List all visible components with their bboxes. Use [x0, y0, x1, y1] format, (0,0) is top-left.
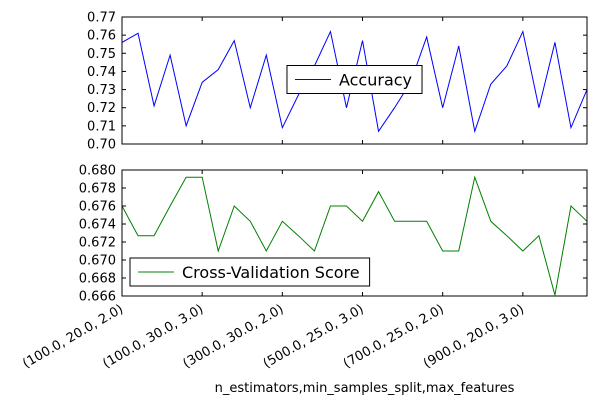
y-tick-label: 0.70 — [87, 138, 116, 153]
y-tick-label: 0.680 — [79, 164, 116, 179]
legend-label: Accuracy — [339, 71, 412, 90]
legend-label: Cross-Validation Score — [182, 263, 360, 282]
y-tick-label: 0.71 — [87, 119, 116, 134]
y-tick-label: 0.672 — [79, 236, 116, 251]
legend: Cross-Validation Score — [129, 257, 371, 287]
y-tick-label: 0.73 — [87, 83, 116, 98]
y-tick-label: 0.666 — [79, 290, 116, 305]
y-tick-label: 0.670 — [79, 254, 116, 269]
legend: Accuracy — [286, 65, 423, 94]
plot-frame — [121, 16, 588, 145]
y-tick-label: 0.674 — [79, 218, 116, 233]
y-tick-label: 0.76 — [87, 29, 116, 44]
y-tick-label: 0.74 — [87, 65, 116, 80]
x-axis-label: n_estimators,min_samples_split,max_featu… — [215, 381, 515, 396]
y-tick-label: 0.668 — [79, 272, 116, 287]
line — [121, 175, 588, 296]
y-tick-label: 0.72 — [87, 101, 116, 116]
y-tick-label: 0.77 — [87, 11, 116, 26]
y-tick-label: 0.75 — [87, 47, 116, 62]
y-tick-label: 0.678 — [79, 182, 116, 197]
plot-frame — [121, 169, 588, 297]
y-tick-label: 0.676 — [79, 200, 116, 215]
